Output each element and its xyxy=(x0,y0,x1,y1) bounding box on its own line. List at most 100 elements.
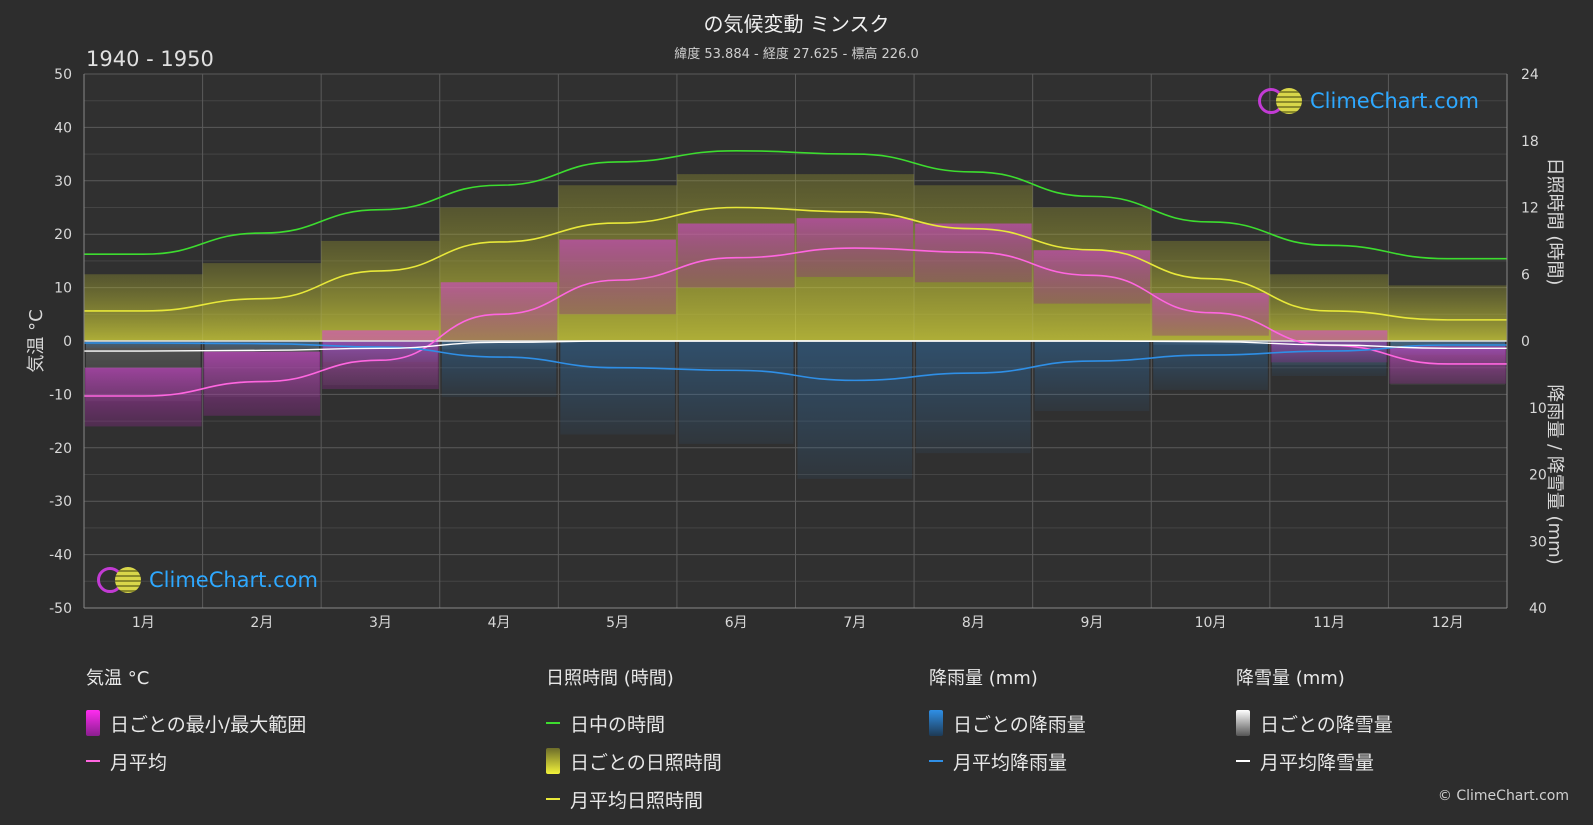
swatch-snow-mean xyxy=(1236,760,1250,762)
legend-item: 月平均日照時間 xyxy=(546,780,722,818)
legend-label: 月平均 xyxy=(110,751,168,774)
logo-text: ClimeChart.com xyxy=(149,568,318,592)
left-tick-label: 0 xyxy=(63,334,72,350)
copyright: © ClimeChart.com xyxy=(1437,788,1569,804)
left-tick-label: 40 xyxy=(54,120,72,136)
legend-item: 月平均降雪量 xyxy=(1236,742,1393,780)
temp-range-bar xyxy=(85,367,202,427)
left-tick-label: 50 xyxy=(54,67,72,83)
rain-bar xyxy=(560,341,675,435)
legend-item: 日ごとの降雨量 xyxy=(929,704,1086,742)
sunshine-bar xyxy=(202,263,322,341)
logo-sun-icon xyxy=(115,567,141,593)
temp-range-bar xyxy=(559,239,676,315)
snow-mean-line xyxy=(84,340,1507,352)
month-label: 3月 xyxy=(369,615,392,631)
month-label: 4月 xyxy=(488,615,511,631)
month-label: 1月 xyxy=(132,615,155,631)
rain-bar xyxy=(678,341,794,444)
right-top-tick-label: 6 xyxy=(1521,267,1530,283)
legend-item: 日ごとの最小/最大範囲 xyxy=(86,704,306,742)
rain-bar xyxy=(797,341,913,479)
rain-bar xyxy=(441,341,557,398)
period-label: 1940 - 1950 xyxy=(86,47,214,71)
temp-range-bar xyxy=(440,282,558,341)
right-bottom-tick-label: 20 xyxy=(1529,468,1547,484)
sunshine-bar xyxy=(1388,285,1507,341)
temp-range-bar xyxy=(1152,292,1269,336)
swatch-sunshine xyxy=(546,748,560,774)
legend-snow: 降雪量 (mm) 日ごとの降雪量 月平均降雪量 xyxy=(1236,664,1393,780)
month-label: 10月 xyxy=(1195,615,1227,631)
month-label: 5月 xyxy=(606,615,629,631)
logo-sun-icon xyxy=(1276,88,1302,114)
month-label: 7月 xyxy=(843,615,866,631)
legend-temp: 気温 °C 日ごとの最小/最大範囲 月平均 xyxy=(86,664,306,780)
month-label: 2月 xyxy=(250,615,273,631)
right-bottom-tick-label: 40 xyxy=(1529,601,1547,617)
legend-item: 日中の時間 xyxy=(546,704,722,742)
legend-label: 日中の時間 xyxy=(570,713,666,736)
sunshine-bar xyxy=(321,240,440,341)
left-tick-label: -20 xyxy=(49,441,72,457)
legend-heading: 気温 °C xyxy=(86,668,150,689)
legend-label: 月平均降雨量 xyxy=(953,751,1068,774)
temp-range-bar xyxy=(203,351,321,416)
right-top-tick-label: 18 xyxy=(1521,134,1539,150)
month-label: 6月 xyxy=(725,615,748,631)
rain-bar xyxy=(1034,341,1150,412)
temp-range-bar xyxy=(1389,346,1506,384)
sunshine-mean-line xyxy=(84,206,1507,321)
left-tick-label: 10 xyxy=(54,281,72,297)
swatch-rain xyxy=(929,710,943,736)
month-label: 9月 xyxy=(1080,615,1103,631)
legend-rain: 降雨量 (mm) 日ごとの降雨量 月平均降雨量 xyxy=(929,664,1086,780)
sunshine-bar xyxy=(84,274,203,341)
legend-item: 月平均 xyxy=(86,742,306,780)
left-tick-label: -40 xyxy=(49,548,72,564)
right-bottom-tick-label: 10 xyxy=(1529,401,1547,417)
rain-bar xyxy=(86,341,201,349)
legend-item: 日ごとの降雪量 xyxy=(1236,704,1393,742)
legend-label: 日ごとの降雨量 xyxy=(953,713,1086,736)
legend-heading: 降雨量 (mm) xyxy=(929,668,1038,689)
temp-mean-line xyxy=(84,247,1507,397)
swatch-snow xyxy=(1236,710,1250,736)
logo-text: ClimeChart.com xyxy=(1310,89,1479,113)
left-tick-label: 20 xyxy=(54,227,72,243)
month-label: 12月 xyxy=(1432,615,1464,631)
swatch-sunshine-mean xyxy=(546,798,560,800)
daylight-line xyxy=(84,149,1507,260)
temp-range-bar xyxy=(1033,250,1151,304)
rain-bar xyxy=(916,341,1031,454)
legend-label: 月平均降雪量 xyxy=(1260,751,1375,774)
rain-bar xyxy=(204,341,320,351)
legend-item: 日ごとの日照時間 xyxy=(546,742,722,780)
legend-heading: 降雪量 (mm) xyxy=(1236,668,1345,689)
legend-heading: 日照時間 (時間) xyxy=(546,668,674,689)
chart-title: の気候変動 ミンスク xyxy=(703,12,890,36)
legend-label: 月平均日照時間 xyxy=(570,789,704,812)
legend-label: 日ごとの最小/最大範囲 xyxy=(110,713,307,736)
left-tick-label: -30 xyxy=(49,494,72,510)
logo-top: ClimeChart.com xyxy=(1258,88,1479,114)
swatch-daylight xyxy=(546,722,560,724)
right-top-tick-label: 0 xyxy=(1521,334,1530,350)
left-tick-label: -10 xyxy=(49,387,72,403)
right-bottom-axis-title: 降雨量 / 降雪量 (mm) xyxy=(1544,384,1565,564)
legend-label: 日ごとの降雪量 xyxy=(1260,713,1393,736)
legend-label: 日ごとの日照時間 xyxy=(570,751,722,774)
legend-sun: 日照時間 (時間) 日中の時間 日ごとの日照時間 月平均日照時間 xyxy=(546,664,722,818)
swatch-temp-mean xyxy=(86,760,100,762)
swatch-temp-range xyxy=(86,710,100,736)
rain-bar xyxy=(1153,341,1268,391)
rain-mean-line xyxy=(84,342,1507,382)
right-top-tick-label: 12 xyxy=(1521,201,1539,217)
sunshine-bar xyxy=(1269,274,1389,341)
legend-item: 月平均降雨量 xyxy=(929,742,1086,780)
logo-bottom: ClimeChart.com xyxy=(97,567,318,593)
right-bottom-tick-label: 30 xyxy=(1529,534,1547,550)
month-label: 11月 xyxy=(1313,615,1345,631)
chart-subtitle: 緯度 53.884 - 経度 27.625 - 標高 226.0 xyxy=(674,47,919,62)
right-top-axis-title: 日照時間 (時間) xyxy=(1544,158,1565,286)
